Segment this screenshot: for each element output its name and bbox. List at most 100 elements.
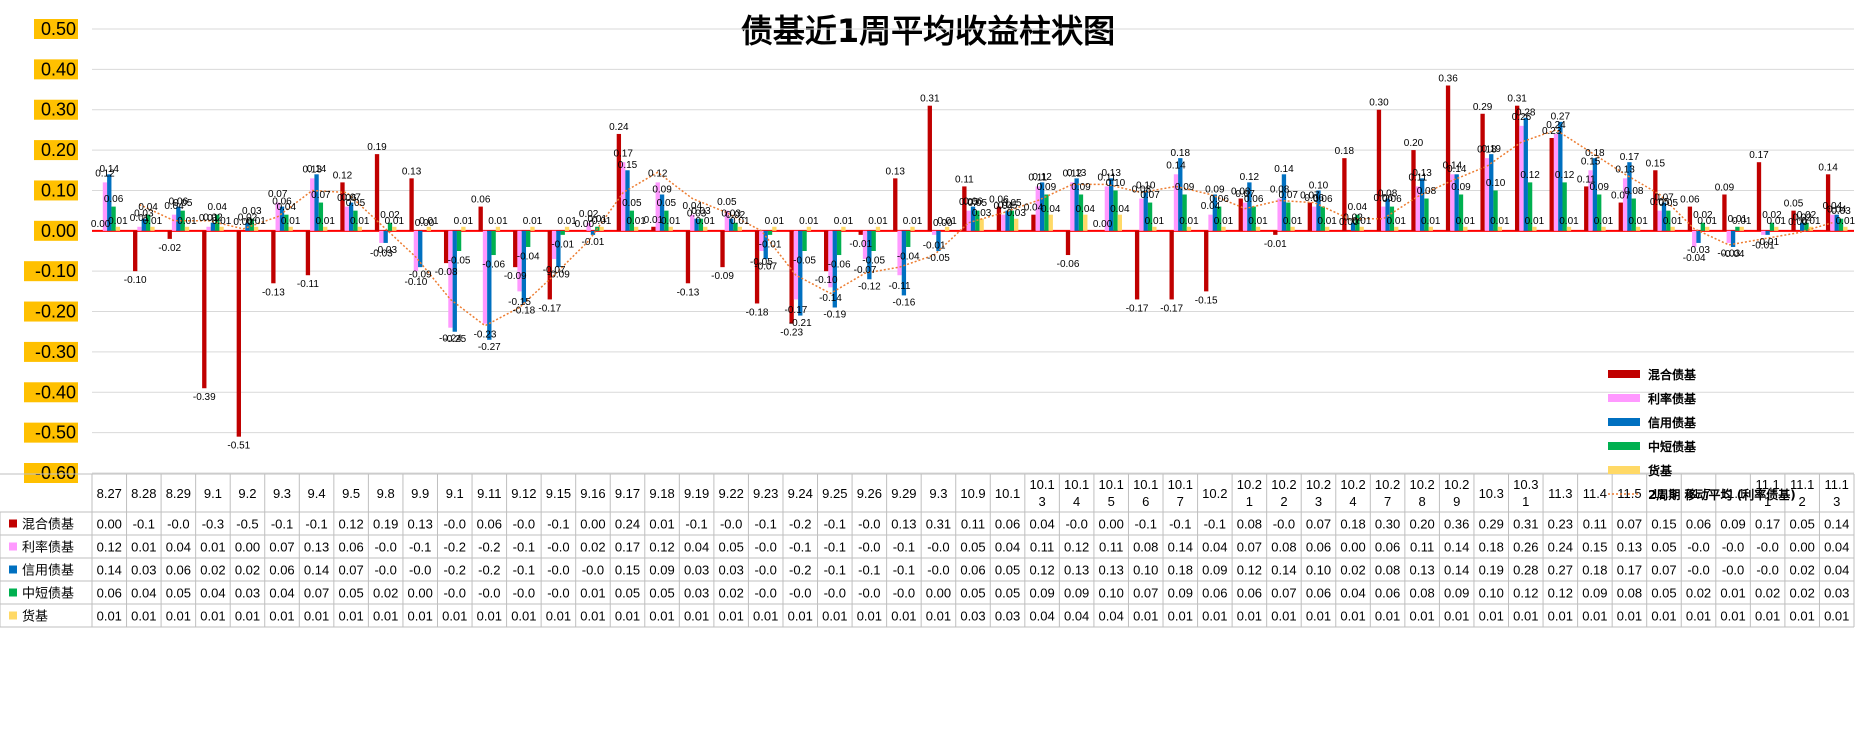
bar	[115, 226, 121, 231]
category-label: 9.18	[649, 486, 674, 501]
table-cell: 0.06	[269, 563, 294, 578]
bar	[962, 186, 967, 231]
table-cell: 0.01	[1617, 609, 1642, 624]
bar	[590, 230, 596, 235]
table-cell: 0.02	[1790, 563, 1815, 578]
legend-key	[9, 588, 17, 597]
table-cell: 0.01	[1375, 609, 1400, 624]
data-label: -0.07	[854, 265, 877, 276]
table-cell: 0.07	[1237, 540, 1262, 555]
bar	[1566, 226, 1572, 231]
data-label: 0.09	[1451, 182, 1471, 193]
data-label: -0.18	[512, 306, 535, 317]
table-cell: -0.0	[478, 586, 500, 601]
data-label: 0.11	[1098, 173, 1117, 184]
bar	[1273, 230, 1278, 235]
bar	[111, 206, 116, 231]
bar	[426, 226, 432, 231]
data-label: 0.05	[717, 197, 737, 208]
bar	[832, 230, 837, 308]
table-cell: -0.1	[893, 563, 915, 578]
bar	[236, 230, 241, 437]
category-label: 9.4	[308, 486, 326, 501]
data-label: 0.14	[1818, 162, 1838, 173]
table-cell: 0.00	[1099, 517, 1124, 532]
bar	[1592, 158, 1598, 231]
table-cell: 0.01	[891, 609, 916, 624]
table-cell: 0.08	[1617, 586, 1642, 601]
data-label: 0.01	[523, 216, 543, 227]
data-label: 0.06	[1382, 194, 1402, 205]
category-label: 9.3	[929, 486, 947, 501]
data-label: 0.02	[380, 210, 400, 221]
data-label: 0.12	[95, 169, 115, 180]
table-cell: -0.1	[755, 517, 777, 532]
bar	[897, 230, 902, 276]
data-label: 0.06	[169, 196, 189, 207]
table-cell: 0.00	[408, 586, 433, 601]
bar	[150, 226, 155, 231]
data-label: 0.01	[1697, 216, 1717, 227]
table-cell: 0.08	[1409, 586, 1434, 601]
table-cell: 0.01	[649, 609, 674, 624]
bar	[323, 226, 328, 231]
category-label: 10.2	[1237, 477, 1262, 492]
bar	[729, 218, 734, 231]
data-label: 0.01	[488, 216, 508, 227]
data-label: -0.16	[893, 298, 916, 309]
bar	[1324, 226, 1330, 231]
data-label: 0.01	[799, 216, 819, 227]
data-label: 0.09	[1589, 182, 1609, 193]
table-cell: 0.07	[1651, 563, 1676, 578]
data-label: 0.04	[683, 201, 703, 212]
table-cell: 0.10	[1133, 563, 1158, 578]
data-label: 0.06	[272, 196, 292, 207]
table-cell: 0.01	[1755, 609, 1780, 624]
bar	[547, 230, 552, 300]
data-label: 0.13	[1101, 168, 1121, 179]
data-label: 0.11	[1408, 173, 1427, 184]
data-label: 0.01	[730, 216, 750, 227]
bar	[629, 210, 634, 231]
bar	[867, 230, 872, 280]
data-label: 0.05	[1659, 198, 1679, 209]
table-cell: -0.2	[789, 563, 811, 578]
data-label: 0.02	[726, 210, 746, 221]
bar	[176, 206, 181, 231]
y-tick-highlight	[24, 301, 78, 322]
data-label: 0.18	[1171, 148, 1191, 159]
data-label: 0.01	[143, 216, 163, 227]
table-cell: -0.2	[444, 563, 466, 578]
bar	[249, 218, 254, 231]
y-axis: 0.50 0.40 0.30 0.20 0.10 0.00 -0.10 -0.20 -0.30 -…	[24, 19, 78, 483]
table-cell: 0.01	[304, 609, 329, 624]
data-label: -0.01	[923, 241, 946, 252]
data-label: 0.02	[203, 213, 223, 224]
table-cell: 0.36	[1444, 517, 1469, 532]
data-table: 8.27 8.28 8.29 9.1 9.2 9.3 9.4 9.5 9.8 9.9 9.1 9.11…	[0, 473, 1855, 628]
data-label: 0.18	[1335, 146, 1355, 157]
table-cell: -0.0	[927, 540, 949, 555]
data-label: 0.03	[721, 209, 741, 220]
table-cell: 0.01	[1409, 609, 1434, 624]
table-cell: 0.03	[684, 586, 709, 601]
data-label: -0.09	[547, 269, 570, 280]
table-cell: 0.04	[1029, 609, 1054, 624]
table-cell: 0.01	[1133, 609, 1158, 624]
data-label: 0.06	[1313, 194, 1333, 205]
bar	[491, 230, 496, 256]
table-cell: 0.17	[1755, 517, 1780, 532]
table-cell: -0.0	[755, 586, 777, 601]
bar	[1307, 202, 1313, 231]
y-tick-highlight	[34, 99, 78, 120]
bar	[1320, 206, 1325, 231]
table-cell: 0.01	[753, 609, 778, 624]
row-series-name: 中短债基	[22, 587, 74, 602]
y-tick-highlight	[24, 341, 78, 362]
data-label: -0.01	[551, 239, 574, 250]
category-label: 9.29	[891, 486, 916, 501]
table-cell: 0.17	[1617, 563, 1642, 578]
data-label: -0.24	[439, 333, 462, 344]
table-cell: 0.15	[1582, 540, 1607, 555]
